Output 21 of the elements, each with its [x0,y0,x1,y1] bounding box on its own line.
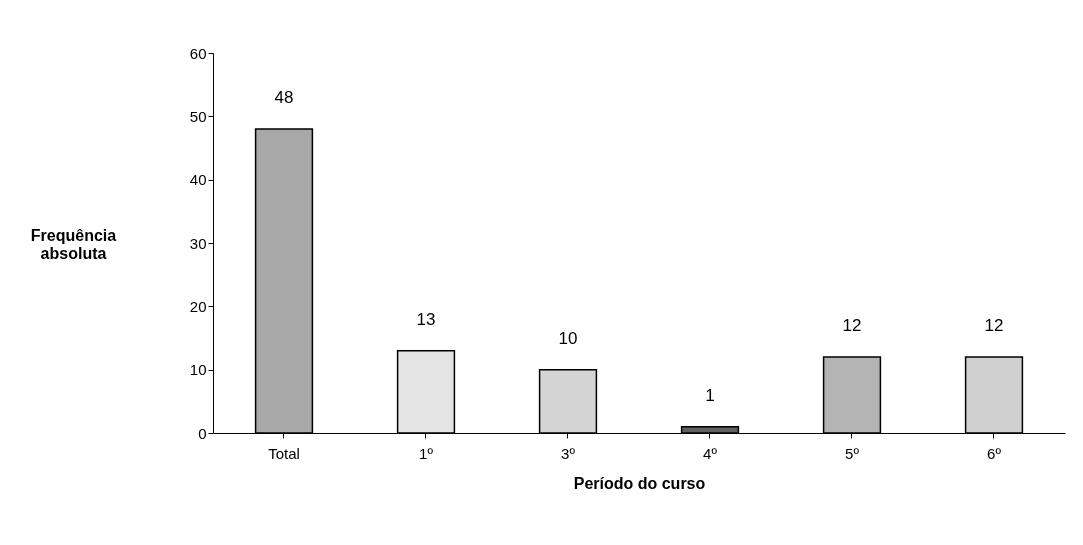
x-tick-label: 4º [703,444,718,462]
x-tick-label: 3º [561,444,576,462]
y-tick-label: 0 [198,424,207,442]
x-tick-label: 6º [987,444,1002,462]
data-label: 13 [416,309,436,329]
data-label: 12 [842,316,862,335]
y-tick-label: 40 [189,171,207,189]
x-axis-title: Período do curso [573,474,706,492]
data-label: 1 [705,385,715,405]
y-tick-label: 60 [189,44,207,62]
data-label: 48 [274,88,294,107]
y-tick-label: 30 [189,234,207,252]
data-label: 10 [558,328,578,348]
x-tick-label: Total [268,444,300,462]
y-tick-label: 10 [189,361,207,379]
y-tick-label: 20 [189,297,207,315]
y-axis-title: Frequência absoluta [30,226,117,262]
x-tick-label: 5º [845,444,860,462]
data-label: 12 [984,316,1004,335]
y-tick-label: 50 [189,107,207,125]
x-tick-label: 1º [419,444,434,462]
